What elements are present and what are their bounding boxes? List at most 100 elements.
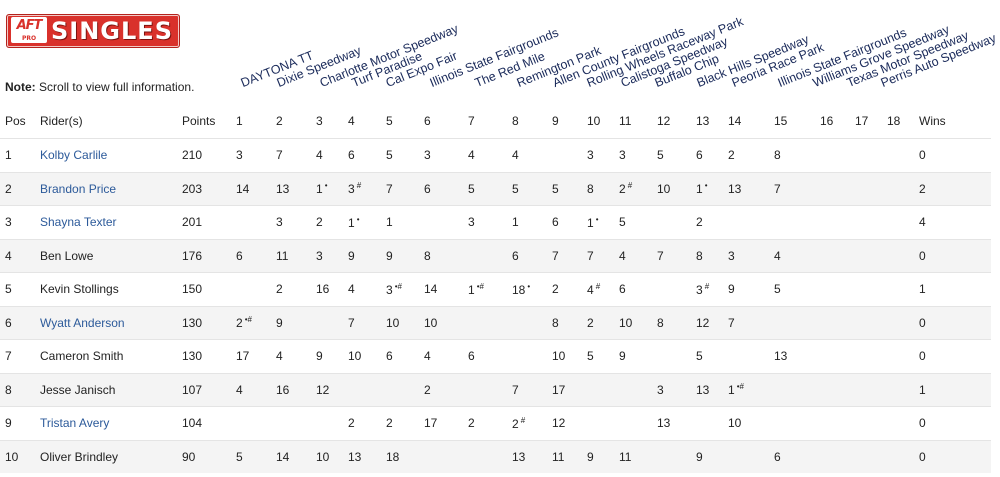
finish-position: 9: [276, 315, 283, 330]
rider-name-cell[interactable]: Tristan Avery: [40, 406, 182, 440]
scroll-note: Note: Scroll to view full information.: [5, 80, 194, 94]
round-result: 9: [386, 238, 424, 273]
finish-position: 14: [276, 449, 290, 464]
rider-pos: 2: [0, 171, 40, 206]
round-result: 7: [386, 171, 424, 206]
table-header-row: Pos Rider(s) Points 1 2 3 4 5 6 7 8 9 10…: [0, 104, 991, 139]
round-result: [657, 205, 696, 239]
finish-position: 7: [774, 181, 781, 196]
rider-name-link[interactable]: Kolby Carlile: [40, 148, 108, 163]
finish-position: 12: [552, 416, 566, 431]
round-result: [820, 138, 855, 172]
round-result: 1 •#: [728, 372, 774, 407]
finish-position: 7: [552, 248, 559, 263]
round-result: 6: [468, 339, 512, 373]
finish-position: 2: [236, 316, 243, 331]
rider-name-link[interactable]: Tristan Avery: [40, 416, 110, 431]
finish-position: 2: [552, 282, 559, 297]
round-15-header: 15: [774, 114, 788, 128]
finish-position: 17: [552, 382, 566, 397]
round-result: 6: [512, 238, 552, 273]
round-result: [820, 205, 855, 239]
rider-points: 104: [182, 406, 236, 440]
finish-position: 9: [386, 248, 393, 263]
round-result: 3: [316, 238, 348, 273]
rider-name-link[interactable]: Brandon Price: [40, 181, 117, 196]
finish-position: 2: [276, 282, 283, 297]
round-result: [887, 372, 919, 407]
finish-position: 11: [276, 248, 289, 263]
rider-name-cell[interactable]: Kolby Carlile: [40, 138, 182, 172]
finish-position: 10: [657, 181, 671, 196]
finish-position: 1: [587, 215, 594, 230]
finish-position: 2: [512, 416, 519, 431]
finish-position: 7: [512, 382, 519, 397]
round-result: 3 #: [348, 171, 386, 206]
round-result: [424, 205, 468, 239]
round-result: 2 #: [619, 171, 657, 206]
round-result: 4: [316, 138, 348, 172]
round-result: [728, 439, 774, 473]
rider-name-cell: Kevin Stollings: [40, 272, 182, 306]
finish-position: 3: [236, 148, 243, 163]
rider-name-cell[interactable]: Wyatt Anderson: [40, 305, 182, 340]
result-marker: •#: [394, 281, 402, 291]
round-result: 10: [348, 339, 386, 373]
rider-points: 203: [182, 171, 236, 206]
finish-position: 1: [468, 282, 475, 297]
round-13-header: 13: [696, 114, 710, 128]
round-result: 10: [424, 305, 468, 340]
aft-singles-logo: AFT PRO SINGLES: [6, 14, 180, 48]
finish-position: 4: [587, 282, 594, 297]
standings-table: Pos Rider(s) Points 1 2 3 4 5 6 7 8 9 10…: [0, 104, 991, 473]
finish-position: 4: [236, 382, 243, 397]
round-result: [820, 339, 855, 373]
finish-position: 10: [386, 315, 400, 330]
round-result: 6: [619, 272, 657, 306]
finish-position: 3: [348, 182, 355, 197]
round-result: [657, 339, 696, 373]
finish-position: 4: [774, 248, 781, 263]
round-result: [774, 205, 820, 239]
finish-position: 3: [587, 148, 594, 163]
round-result: 10: [316, 439, 348, 473]
rider-name: Cameron Smith: [40, 349, 124, 364]
round-result: 6: [424, 171, 468, 206]
round-result: 8: [657, 305, 696, 340]
round-result: [468, 238, 512, 273]
finish-position: 5: [512, 181, 519, 196]
round-result: [316, 305, 348, 340]
round-result: 3: [424, 138, 468, 172]
finish-position: 3: [316, 248, 323, 263]
round-result: [820, 439, 855, 473]
round-result: 8: [552, 305, 587, 340]
finish-position: 6: [386, 349, 393, 364]
finish-position: 8: [774, 148, 781, 163]
round-result: [820, 372, 855, 407]
rider-points: 130: [182, 305, 236, 340]
rider-name-cell[interactable]: Shayna Texter: [40, 205, 182, 239]
rider-name-link[interactable]: Wyatt Anderson: [40, 315, 125, 330]
round-17-header: 17: [855, 114, 869, 128]
finish-position: 12: [316, 382, 330, 397]
round-result: 5: [587, 339, 619, 373]
round-result: 2: [316, 205, 348, 239]
finish-position: 7: [276, 148, 283, 163]
round-result: 3: [468, 205, 512, 239]
finish-position: 9: [728, 282, 735, 297]
round-result: 7: [348, 305, 386, 340]
finish-position: 13: [696, 382, 710, 397]
finish-position: 5: [236, 449, 243, 464]
round-result: 3: [587, 138, 619, 172]
round-result: 17: [236, 339, 276, 373]
rider-name-cell[interactable]: Brandon Price: [40, 171, 182, 206]
round-11-header: 11: [619, 114, 632, 128]
round-result: 5: [774, 272, 820, 306]
round-result: [619, 406, 657, 440]
round-result: 13: [512, 439, 552, 473]
result-marker: •#: [736, 382, 744, 392]
round-result: [236, 205, 276, 239]
round-result: 12: [552, 406, 587, 440]
finish-position: 13: [774, 349, 788, 364]
rider-name-link[interactable]: Shayna Texter: [40, 215, 117, 230]
